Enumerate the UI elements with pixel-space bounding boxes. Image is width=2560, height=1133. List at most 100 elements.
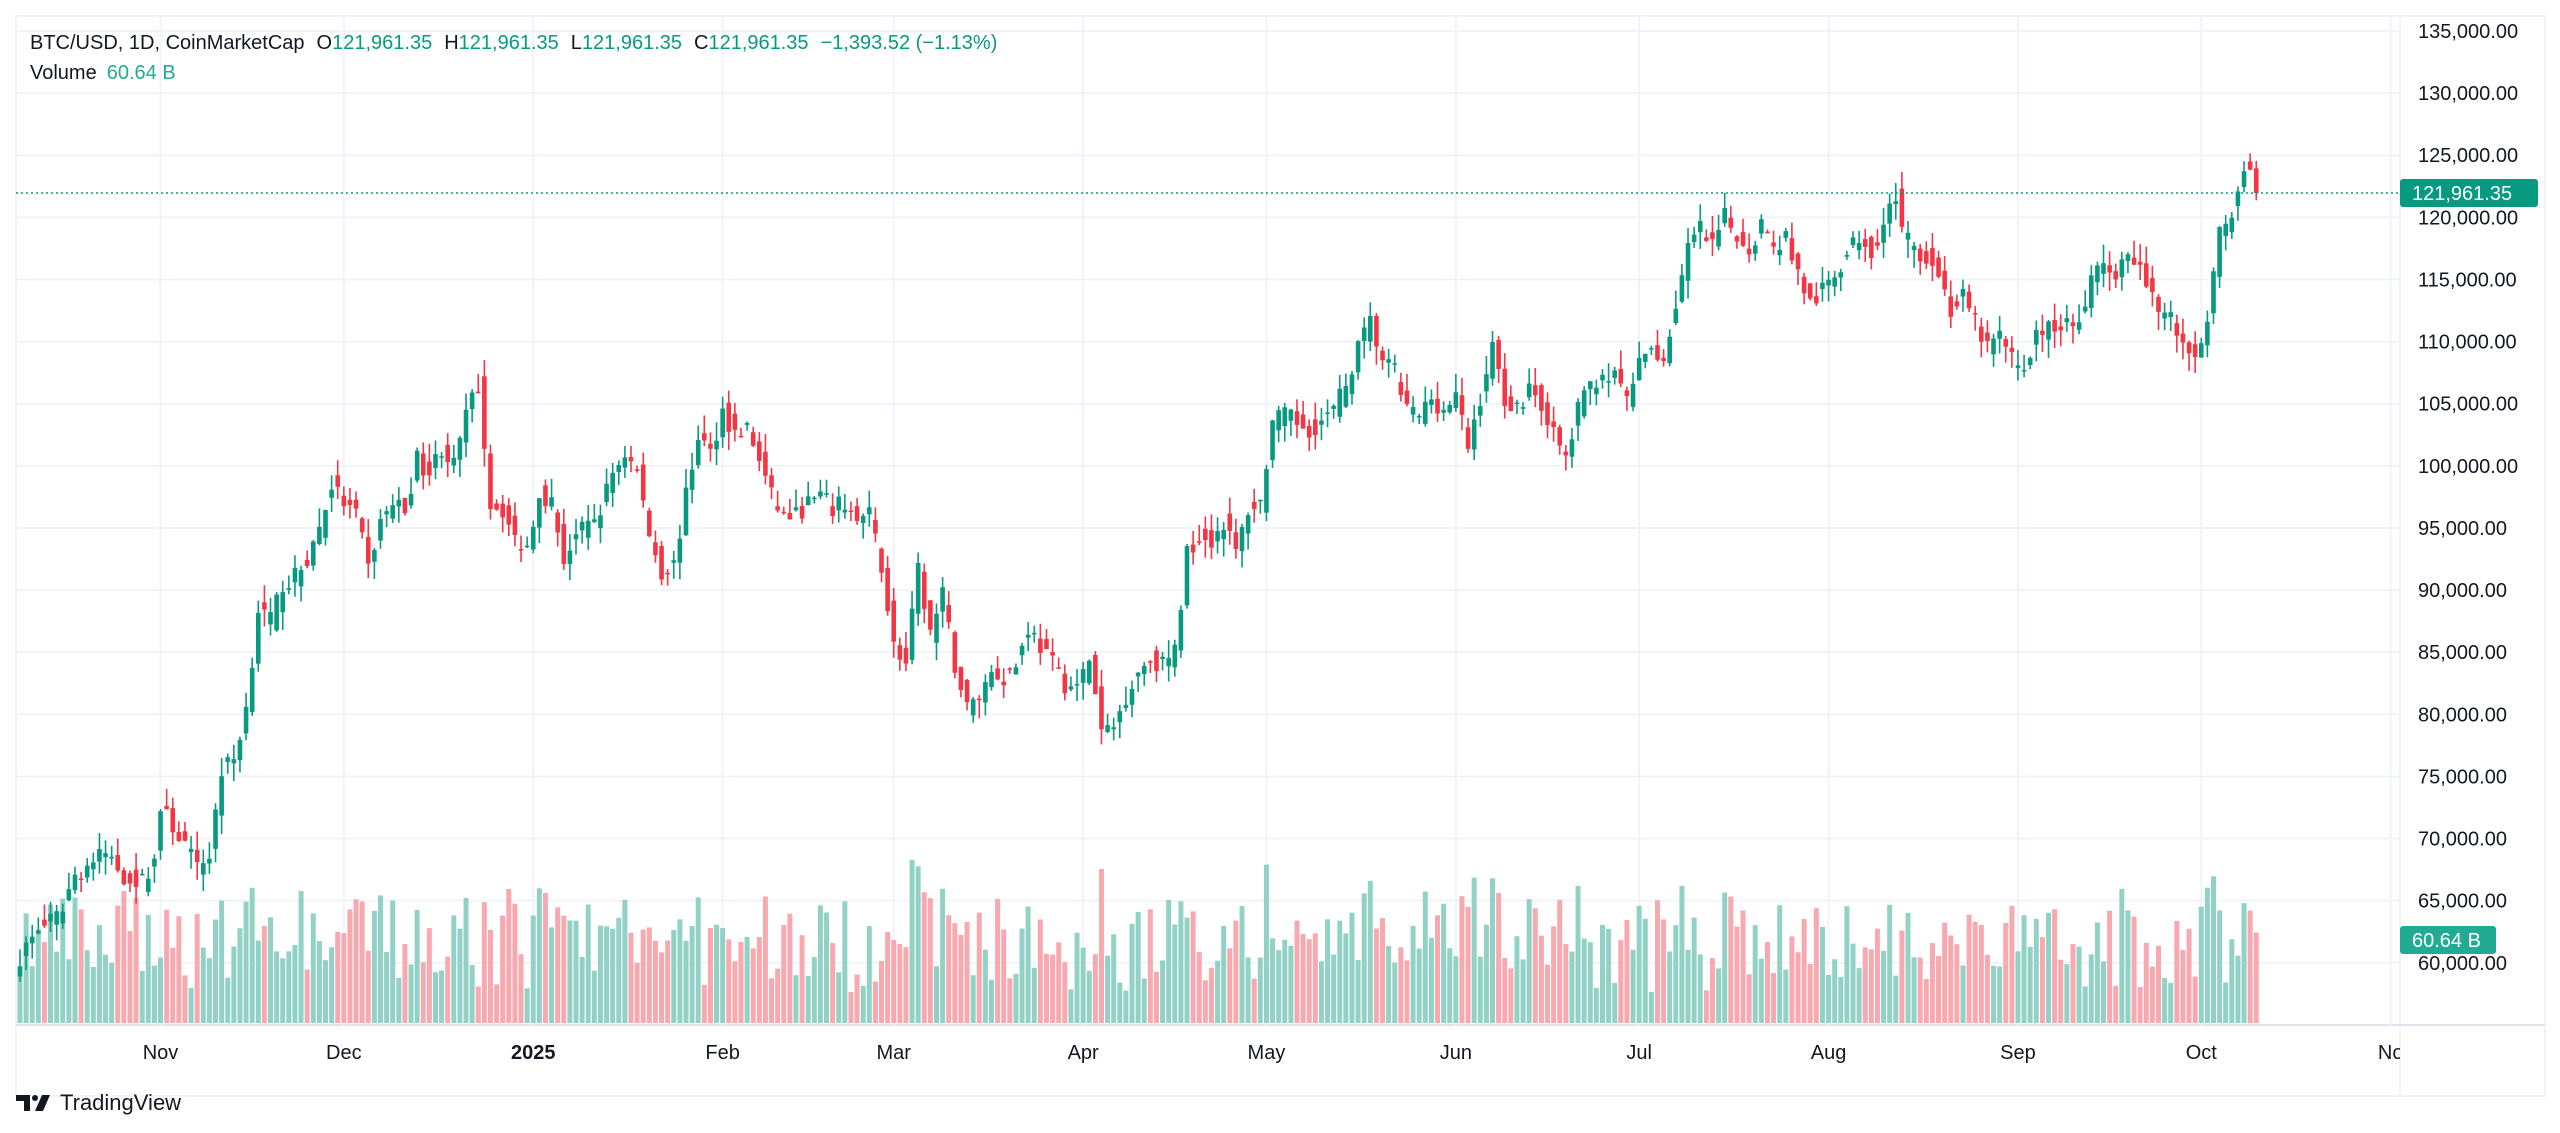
volume-bar [1532,908,1538,1023]
candle-body [1306,425,1312,438]
volume-bar [2027,946,2033,1023]
symbol-title[interactable]: BTC/USD, 1D, CoinMarketCap [30,32,305,54]
volume-bar [1398,947,1404,1023]
candle-body [1948,296,1954,317]
volume-bar [1819,926,1825,1023]
price-tick-label: 135,000.00 [2418,21,2518,43]
candle-body [2003,339,2009,347]
volume-bar [1325,919,1331,1023]
volume-bar [2076,946,2082,1023]
volume-bar [35,929,41,1023]
volume-bar [866,926,872,1023]
candle-body [537,498,542,528]
volume-bar [1722,892,1728,1023]
candle-body [2015,365,2021,368]
volume-bar [1508,968,1514,1023]
volume-bar [2039,937,2045,1023]
volume-label[interactable]: Volume [30,62,97,84]
close-value: 121,961.35 [708,32,809,54]
price-tick-label: 60,000.00 [2418,953,2507,975]
low-label: L [570,32,582,54]
candle-body [1942,270,1947,290]
candle-body [1490,341,1495,379]
candle-body [1429,399,1434,405]
candle-body [946,605,952,623]
volume-bar [964,921,970,1023]
candle-body [2131,257,2137,265]
candle-body [317,526,322,544]
volume-bar [1098,869,1104,1023]
volume-bar [1080,947,1086,1023]
candle-body [1667,336,1672,364]
volume-bar [384,952,390,1023]
candle-body [689,469,695,490]
volume-bar [1801,918,1807,1023]
volume-bar [1618,940,1624,1023]
candle-body [1423,401,1428,424]
volume-bar [579,956,585,1023]
volume-bar [854,974,860,1023]
candle-body [1649,348,1654,350]
candle-body [1459,395,1465,415]
candle-body [1172,644,1178,668]
last-price-tag-label: 121,961.35 [2412,183,2512,205]
volume-bar [1850,943,1856,1023]
tradingview-logo[interactable]: TradingView [16,1090,181,1116]
volume-bar [1263,864,1269,1023]
volume-series [17,859,2259,1023]
candle-body [1972,313,1978,315]
time-tick-label: Jun [1440,1042,1472,1064]
volume-bar [1312,933,1318,1023]
volume-bar [151,965,157,1023]
time-axis[interactable]: Nov Dec 2025 Feb Mar Apr May Jun Jul Aug Sep Oct No [143,1042,2404,1064]
volume-bar [1123,990,1129,1023]
high-value: 121,961.35 [458,32,559,54]
price-axis[interactable]: 135,000.00 130,000.00 125,000.00 120,000.00… [2418,21,2518,975]
candle-body [983,682,988,703]
candle-body [286,588,292,590]
candle-body [628,457,634,462]
candle-body [427,461,432,476]
candle-body [463,409,469,443]
volume-bar [1905,912,1911,1023]
candle-body [866,507,872,515]
open-value: 121,961.35 [332,32,433,54]
candle-body [653,542,658,556]
candle-body [451,457,457,466]
volume-bar [396,977,402,1023]
time-tick-label: Feb [705,1042,739,1064]
volume-bar [213,919,219,1023]
volume-bar [1153,971,1159,1023]
candle-body [2241,171,2247,188]
price-tick-label: 120,000.00 [2418,207,2518,229]
volume-bar [1709,958,1715,1023]
volume-bar [707,927,713,1023]
candle-body [1160,656,1165,660]
volume-bar [2223,982,2229,1023]
candle-body [2247,161,2253,170]
candle-body [1410,407,1416,415]
candle-body [1484,374,1489,392]
candle-body [1050,652,1055,656]
volume-bar [714,924,720,1023]
volume-bar [1135,911,1141,1023]
price-tick-label: 75,000.00 [2418,766,2507,788]
volume-bar [1453,956,1459,1023]
volume-bar [744,936,750,1023]
time-tick-label: Aug [1811,1042,1847,1064]
volume-bar [1202,980,1208,1023]
candle-body [891,600,897,642]
volume-bar [555,907,561,1023]
candle-body [1184,546,1190,606]
volume-bar [940,888,946,1023]
candle-body [1520,407,1526,409]
volume-bar [1538,935,1544,1023]
volume-bar [176,916,182,1023]
candle-body [726,402,732,432]
volume-bar [915,866,921,1023]
candle-body [494,503,499,510]
time-tick-label: Apr [1068,1042,1099,1064]
volume-bar [1422,891,1428,1023]
candle-body [2058,326,2064,331]
